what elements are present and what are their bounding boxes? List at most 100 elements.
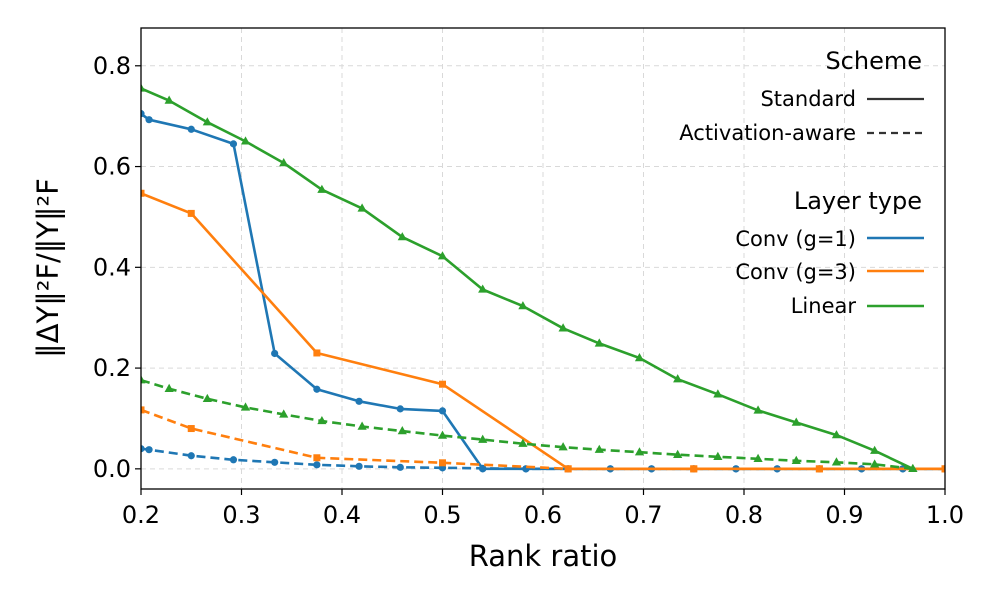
legend: Scheme Standard Activation-aware Layer t… <box>679 47 924 318</box>
data-point <box>558 442 568 451</box>
data-point <box>164 95 174 104</box>
data-point <box>187 425 195 433</box>
data-point <box>564 465 572 473</box>
data-point <box>187 452 195 460</box>
data-point <box>313 385 321 393</box>
data-point <box>478 284 488 293</box>
data-point <box>141 189 145 197</box>
x-tick-label: 0.4 <box>323 501 361 529</box>
data-point <box>673 449 683 458</box>
series-line-linear-activation-aware <box>141 378 913 471</box>
data-point <box>317 184 327 193</box>
data-point <box>791 455 801 464</box>
y-axis-label: ‖ΔY‖²F/‖Y‖²F <box>31 178 65 358</box>
data-point <box>279 409 289 418</box>
data-point <box>240 402 251 411</box>
x-tick-label: 0.3 <box>222 501 260 529</box>
data-point <box>673 374 683 383</box>
axis-ticks: 0.2 0.3 0.4 0.5 0.6 0.7 0.8 0.9 1.0 0.0 0.2 0.4 0.6 0… <box>93 52 964 529</box>
data-point <box>202 393 212 403</box>
data-point <box>355 397 363 405</box>
data-point <box>815 465 823 473</box>
legend-label-conv-g3: Conv (g=3) <box>735 260 856 284</box>
data-point <box>518 301 528 310</box>
data-point <box>271 349 279 358</box>
data-point <box>141 375 146 384</box>
data-point <box>313 461 321 469</box>
data-point <box>479 464 487 472</box>
data-point <box>141 445 145 453</box>
data-point <box>831 430 842 439</box>
x-tick-label: 0.2 <box>122 501 160 529</box>
data-point <box>141 110 145 118</box>
series-line-conv-g-3-activation-aware <box>141 408 945 471</box>
data-point <box>187 125 195 133</box>
data-point <box>941 465 945 473</box>
x-tick-label: 1.0 <box>926 501 964 529</box>
data-point <box>634 353 645 362</box>
data-point <box>396 463 404 471</box>
data-point <box>202 117 212 126</box>
data-point <box>437 251 448 260</box>
x-tick-label: 0.5 <box>423 501 461 529</box>
data-point <box>439 459 446 467</box>
data-point <box>753 453 763 462</box>
data-point <box>438 407 447 415</box>
data-point <box>518 438 528 447</box>
data-point <box>141 406 145 414</box>
data-point <box>791 417 801 426</box>
y-tick-label: 0.2 <box>93 354 131 382</box>
y-tick-label: 0.0 <box>93 455 131 483</box>
data-point <box>317 415 327 425</box>
data-point <box>870 459 880 468</box>
data-point <box>690 465 698 473</box>
data-point <box>439 380 446 388</box>
legend-scheme-title: Scheme <box>825 47 922 75</box>
data-point <box>397 426 407 435</box>
data-point <box>713 451 723 460</box>
series-linear-activation-aware <box>141 375 918 473</box>
data-point <box>229 140 238 148</box>
series-linear-standard <box>141 83 918 473</box>
data-point <box>558 323 568 332</box>
series-conv-g-3-activation-aware <box>141 406 945 473</box>
data-point <box>831 457 842 466</box>
data-point <box>594 444 604 453</box>
y-tick-label: 0.8 <box>93 52 131 80</box>
data-point <box>187 209 195 217</box>
y-tick-label: 0.6 <box>93 153 131 181</box>
data-point <box>145 446 153 454</box>
data-point <box>753 405 763 414</box>
legend-label-activation-aware: Activation-aware <box>679 121 856 145</box>
x-axis-label: Rank ratio <box>469 539 618 573</box>
data-point <box>396 405 404 413</box>
x-tick-label: 0.9 <box>825 501 863 529</box>
data-point <box>145 116 153 124</box>
legend-label-linear: Linear <box>791 294 857 318</box>
data-point <box>870 445 880 454</box>
data-point <box>357 203 367 212</box>
x-tick-label: 0.7 <box>624 501 662 529</box>
data-point <box>164 383 174 392</box>
y-tick-label: 0.4 <box>93 253 131 281</box>
x-tick-label: 0.8 <box>725 501 763 529</box>
data-point <box>355 462 363 470</box>
data-point <box>279 158 289 167</box>
data-point <box>634 447 645 456</box>
data-point <box>594 338 604 347</box>
data-point <box>713 389 723 398</box>
legend-layer-title: Layer type <box>794 187 922 215</box>
data-point <box>357 421 367 430</box>
data-point <box>271 458 279 466</box>
data-point <box>141 83 146 92</box>
legend-label-conv-g1: Conv (g=1) <box>735 227 856 251</box>
data-point <box>313 454 321 462</box>
legend-label-standard: Standard <box>760 87 856 111</box>
data-point <box>229 456 238 464</box>
data-point <box>437 430 448 439</box>
data-point <box>908 463 918 473</box>
data-point <box>313 349 321 357</box>
data-point <box>397 232 407 241</box>
data-point <box>478 434 488 443</box>
